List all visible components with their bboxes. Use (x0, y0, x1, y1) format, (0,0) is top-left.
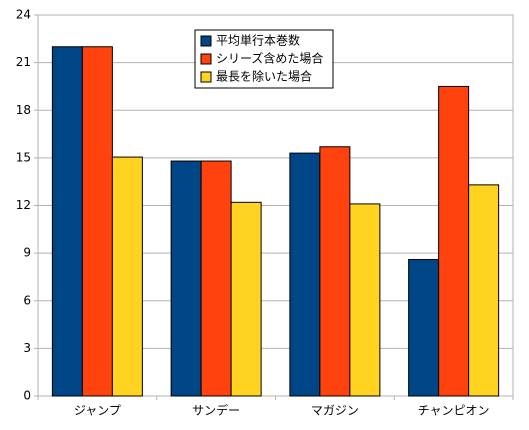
bar (438, 85, 470, 397)
legend-label: シリーズ含めた場合 (216, 51, 323, 66)
legend-swatch (200, 53, 212, 65)
legend-swatch (200, 35, 212, 47)
legend-swatch (200, 71, 212, 83)
bar (81, 46, 113, 397)
y-tick-label: 21 (16, 55, 31, 69)
y-tick-label: 12 (16, 198, 31, 212)
y-tick-label: 0 (23, 389, 31, 403)
bar (468, 184, 500, 397)
x-tick-label: ジャンプ (74, 404, 121, 418)
legend-box (194, 29, 334, 89)
bar (111, 156, 143, 397)
bar (408, 258, 440, 397)
y-tick-label: 3 (23, 341, 31, 355)
bar (51, 46, 83, 397)
y-tick-label: 6 (23, 293, 31, 307)
x-tick-label: マガジン (311, 404, 359, 418)
x-tick-label: チャンピオン (418, 404, 490, 418)
bar (230, 201, 262, 397)
bar (289, 152, 321, 397)
legend-label: 平均単行本巻数 (216, 33, 300, 48)
bar (349, 203, 381, 397)
x-tick-label: サンデー (192, 403, 240, 418)
y-tick-label: 9 (23, 246, 31, 260)
bar (319, 146, 351, 397)
y-tick-label: 24 (16, 8, 31, 22)
legend-label: 最長を除いた場合 (216, 69, 312, 84)
bar (170, 160, 202, 397)
y-tick-label: 18 (16, 103, 31, 117)
y-tick-label: 15 (16, 150, 31, 164)
bar (200, 160, 232, 397)
